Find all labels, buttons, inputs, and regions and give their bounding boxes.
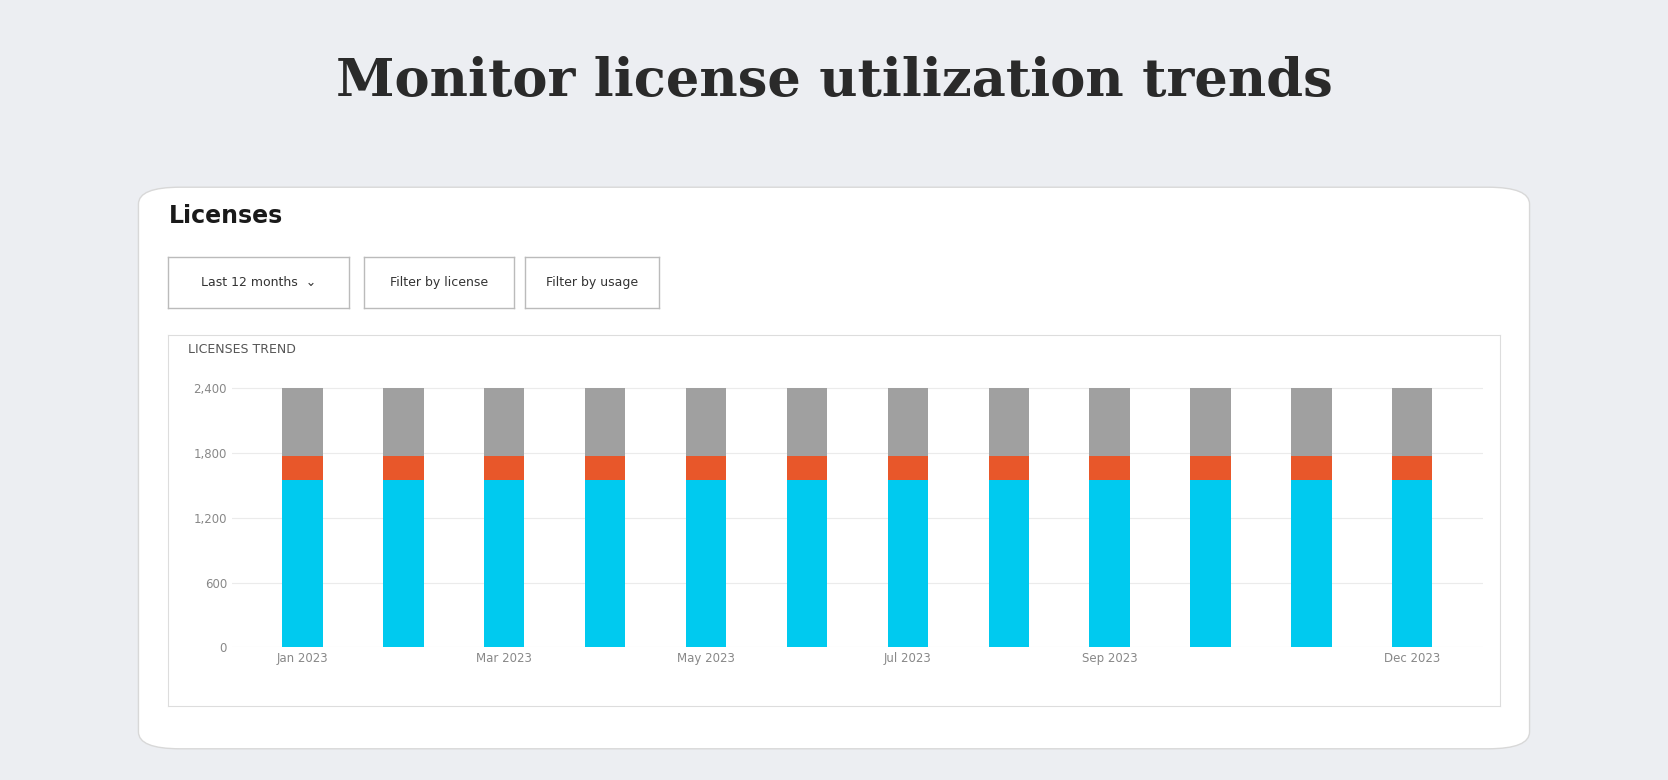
Bar — [686, 456, 726, 480]
Bar — [384, 480, 424, 647]
Bar — [686, 480, 726, 647]
FancyBboxPatch shape — [138, 187, 1530, 749]
Bar — [1291, 480, 1331, 647]
Text: Monitor license utilization trends: Monitor license utilization trends — [335, 56, 1333, 108]
Bar — [989, 480, 1029, 647]
Text: Last 12 months  ⌄: Last 12 months ⌄ — [200, 276, 317, 289]
Bar — [1291, 388, 1331, 456]
Bar — [585, 480, 626, 647]
Bar — [585, 456, 626, 480]
Bar — [1291, 456, 1331, 480]
Bar — [1089, 480, 1129, 647]
Bar — [989, 456, 1029, 480]
Bar — [887, 456, 927, 480]
Bar — [1089, 456, 1129, 480]
Bar — [1191, 388, 1231, 456]
Text: LICENSES TREND: LICENSES TREND — [188, 343, 297, 356]
Bar — [1089, 388, 1129, 456]
Bar — [1393, 456, 1433, 480]
Text: Filter by license: Filter by license — [390, 276, 487, 289]
Bar — [384, 456, 424, 480]
Bar — [484, 388, 524, 456]
Bar — [1191, 456, 1231, 480]
Bar — [989, 388, 1029, 456]
Bar — [1393, 388, 1433, 456]
Text: Filter by usage: Filter by usage — [545, 276, 639, 289]
Bar — [282, 480, 322, 647]
Bar — [787, 388, 827, 456]
Bar — [1393, 480, 1433, 647]
Bar — [282, 388, 322, 456]
Bar — [1191, 480, 1231, 647]
Bar — [887, 388, 927, 456]
Bar — [484, 456, 524, 480]
Bar — [282, 456, 322, 480]
Text: Licenses: Licenses — [168, 204, 282, 229]
Bar — [887, 480, 927, 647]
Bar — [787, 456, 827, 480]
Bar — [484, 480, 524, 647]
Bar — [585, 388, 626, 456]
Bar — [686, 388, 726, 456]
Bar — [787, 480, 827, 647]
Bar — [384, 388, 424, 456]
